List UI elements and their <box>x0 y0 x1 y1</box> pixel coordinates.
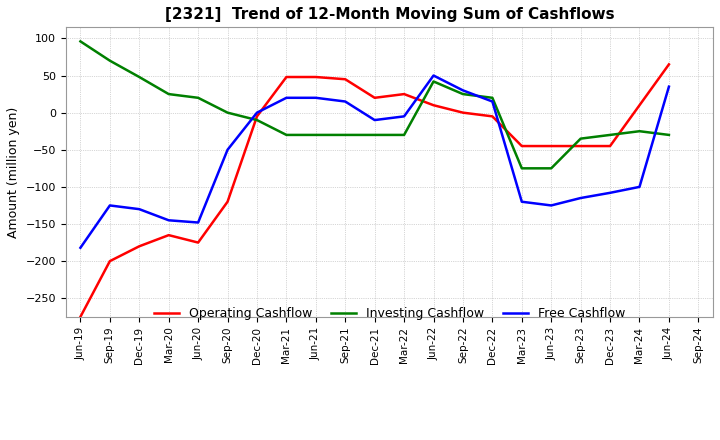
Line: Free Cashflow: Free Cashflow <box>81 76 669 248</box>
Free Cashflow <box>665 84 673 89</box>
Investing Cashflow <box>253 117 261 123</box>
Free Cashflow <box>106 203 114 208</box>
Investing Cashflow <box>576 136 585 141</box>
Investing Cashflow <box>76 39 85 44</box>
Title: [2321]  Trend of 12-Month Moving Sum of Cashflows: [2321] Trend of 12-Month Moving Sum of C… <box>165 7 614 22</box>
Line: Investing Cashflow: Investing Cashflow <box>81 41 669 169</box>
Free Cashflow <box>253 110 261 115</box>
Investing Cashflow <box>194 95 202 100</box>
Operating Cashflow <box>370 95 379 100</box>
Line: Operating Cashflow: Operating Cashflow <box>81 64 669 317</box>
Investing Cashflow <box>400 132 408 138</box>
Operating Cashflow <box>459 110 467 115</box>
Operating Cashflow <box>312 74 320 80</box>
Investing Cashflow <box>606 132 614 138</box>
Free Cashflow <box>312 95 320 100</box>
Free Cashflow <box>606 190 614 195</box>
Free Cashflow <box>518 199 526 204</box>
Investing Cashflow <box>635 128 644 134</box>
Operating Cashflow <box>341 77 350 82</box>
Investing Cashflow <box>459 92 467 97</box>
Operating Cashflow <box>635 103 644 108</box>
Operating Cashflow <box>223 199 232 204</box>
Free Cashflow <box>341 99 350 104</box>
Free Cashflow <box>194 220 202 225</box>
Free Cashflow <box>282 95 291 100</box>
Free Cashflow <box>635 184 644 190</box>
Operating Cashflow <box>547 143 556 149</box>
Operating Cashflow <box>665 62 673 67</box>
Operating Cashflow <box>400 92 408 97</box>
Free Cashflow <box>223 147 232 152</box>
Investing Cashflow <box>429 79 438 84</box>
Operating Cashflow <box>194 240 202 245</box>
Investing Cashflow <box>370 132 379 138</box>
Operating Cashflow <box>429 103 438 108</box>
Free Cashflow <box>370 117 379 123</box>
Operating Cashflow <box>576 143 585 149</box>
Free Cashflow <box>488 99 497 104</box>
Investing Cashflow <box>488 95 497 100</box>
Operating Cashflow <box>106 258 114 264</box>
Investing Cashflow <box>312 132 320 138</box>
Investing Cashflow <box>106 58 114 63</box>
Free Cashflow <box>135 206 143 212</box>
Free Cashflow <box>459 88 467 93</box>
Operating Cashflow <box>282 74 291 80</box>
Operating Cashflow <box>135 244 143 249</box>
Free Cashflow <box>547 203 556 208</box>
Operating Cashflow <box>253 114 261 119</box>
Investing Cashflow <box>223 110 232 115</box>
Investing Cashflow <box>135 74 143 80</box>
Y-axis label: Amount (million yen): Amount (million yen) <box>7 106 20 238</box>
Free Cashflow <box>400 114 408 119</box>
Operating Cashflow <box>164 232 173 238</box>
Investing Cashflow <box>665 132 673 138</box>
Free Cashflow <box>76 245 85 250</box>
Operating Cashflow <box>76 314 85 319</box>
Investing Cashflow <box>518 166 526 171</box>
Free Cashflow <box>429 73 438 78</box>
Investing Cashflow <box>341 132 350 138</box>
Operating Cashflow <box>606 143 614 149</box>
Free Cashflow <box>164 218 173 223</box>
Investing Cashflow <box>547 166 556 171</box>
Legend: Operating Cashflow, Investing Cashflow, Free Cashflow: Operating Cashflow, Investing Cashflow, … <box>149 302 630 325</box>
Operating Cashflow <box>518 143 526 149</box>
Free Cashflow <box>576 195 585 201</box>
Operating Cashflow <box>488 114 497 119</box>
Investing Cashflow <box>282 132 291 138</box>
Investing Cashflow <box>164 92 173 97</box>
